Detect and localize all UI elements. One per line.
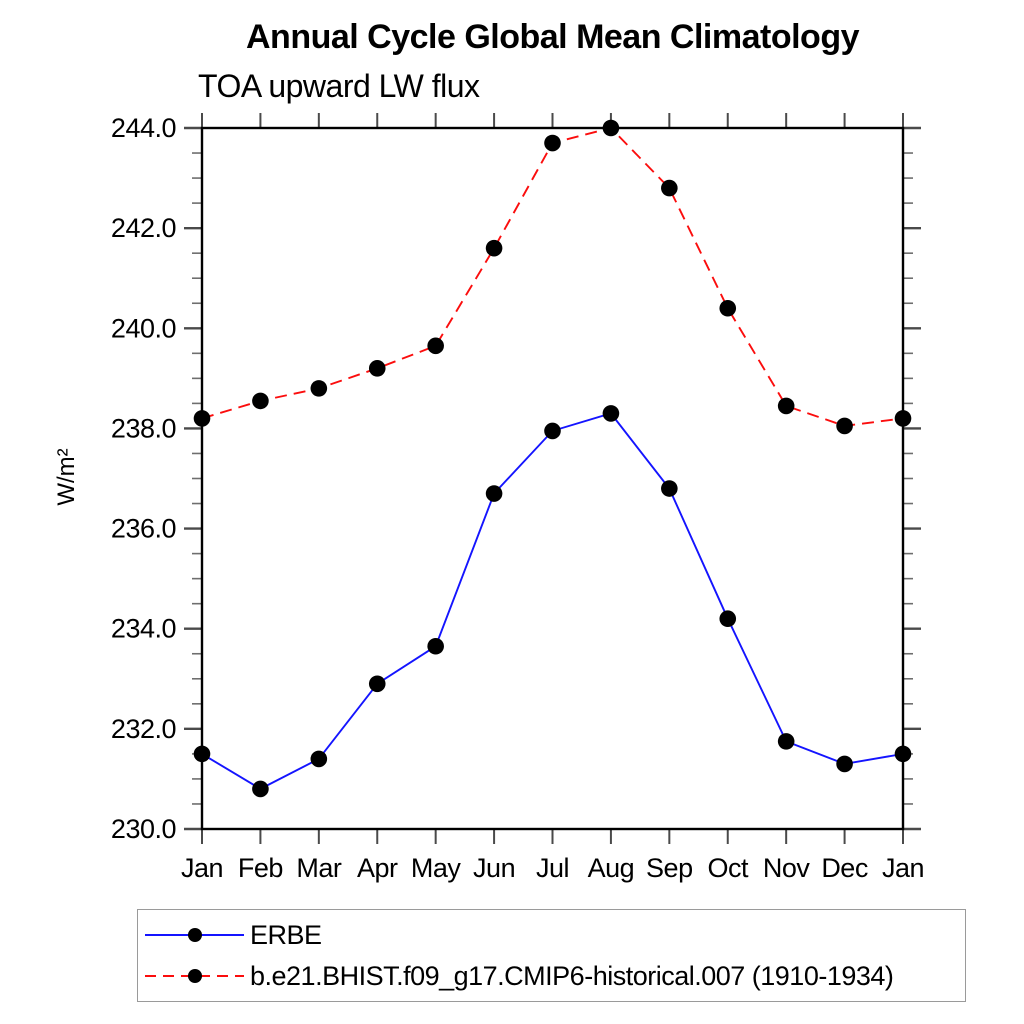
data-point-marker-erbe	[777, 733, 795, 750]
data-point-marker-erbe	[894, 745, 912, 763]
data-point-marker-erbe	[836, 755, 853, 773]
x-axis-tick-label: Sep	[646, 853, 693, 883]
x-axis-tick-label: Apr	[357, 853, 398, 883]
data-point-marker-model	[719, 299, 737, 317]
data-point-marker-erbe	[252, 780, 269, 798]
y-axis-tick-label: 240.0	[111, 313, 176, 343]
x-axis-tick-label: Jul	[536, 853, 569, 883]
chart-subtitle: TOA upward LW flux	[198, 68, 480, 104]
data-point-marker-erbe	[193, 745, 211, 763]
data-point-marker-model	[661, 179, 678, 197]
data-point-marker-model	[193, 410, 211, 427]
x-axis-tick-label: Dec	[821, 853, 868, 883]
legend-line-sample-model	[145, 969, 244, 983]
legend-line-sample-erbe	[145, 928, 244, 942]
data-point-marker-model	[252, 392, 269, 410]
data-point-marker-erbe	[310, 750, 328, 768]
legend-label-erbe: ERBE	[250, 919, 322, 950]
y-axis-tick-label: 242.0	[111, 213, 176, 243]
legend-box: ERBE b.e21.BHIST.f09_g17.CMIP6-historica…	[137, 909, 966, 1002]
x-axis-tick-label: Nov	[763, 853, 811, 883]
series-line-model	[201, 126, 904, 427]
x-axis-tick-label: May	[411, 853, 462, 883]
y-axis-tick-label: 244.0	[111, 113, 176, 143]
data-point-marker-model	[777, 397, 795, 415]
chart-title: Annual Cycle Global Mean Climatology	[246, 18, 860, 56]
data-point-marker-erbe	[427, 637, 444, 655]
data-point-marker-model	[836, 417, 853, 435]
legend-entry-erbe: ERBE	[142, 918, 965, 952]
y-axis-tick-label: 234.0	[111, 614, 176, 644]
x-axis-tick-label: Jun	[473, 853, 515, 883]
x-axis-tick-label: Feb	[238, 853, 283, 883]
data-point-marker-model	[368, 360, 386, 377]
data-point-marker-model	[894, 410, 912, 427]
x-axis-tick-label: Mar	[296, 853, 342, 883]
y-axis-tick-label: 232.0	[111, 714, 176, 744]
y-axis-tick-label: 238.0	[111, 413, 176, 443]
y-axis-tick-label: 230.0	[111, 814, 176, 844]
data-point-marker-model	[602, 119, 620, 137]
data-point-marker-model	[427, 337, 444, 355]
data-point-marker-erbe	[661, 480, 678, 497]
legend-entry-model: b.e21.BHIST.f09_g17.CMIP6-historical.007…	[142, 959, 965, 993]
data-point-marker-erbe	[544, 422, 561, 440]
data-point-marker-model	[544, 134, 561, 152]
data-point-marker-erbe	[485, 485, 503, 502]
data-point-marker-model	[310, 380, 328, 397]
x-axis-tick-label: Oct	[707, 853, 749, 883]
data-point-marker-erbe	[719, 610, 737, 627]
data-point-marker-model	[485, 239, 503, 257]
data-point-marker-erbe	[602, 405, 620, 422]
x-axis-tick-label: Jan	[181, 853, 223, 883]
x-axis-tick-label: Jan	[882, 853, 924, 883]
series-line-erbe	[201, 412, 904, 790]
x-axis-tick-label: Aug	[588, 853, 635, 883]
legend-marker-dot	[188, 969, 202, 983]
y-axis-tick-label: 236.0	[111, 514, 176, 544]
legend-marker-dot	[188, 928, 202, 942]
plot-frame	[200, 126, 905, 831]
legend-label-model: b.e21.BHIST.f09_g17.CMIP6-historical.007…	[250, 960, 894, 991]
data-point-marker-erbe	[368, 675, 386, 693]
